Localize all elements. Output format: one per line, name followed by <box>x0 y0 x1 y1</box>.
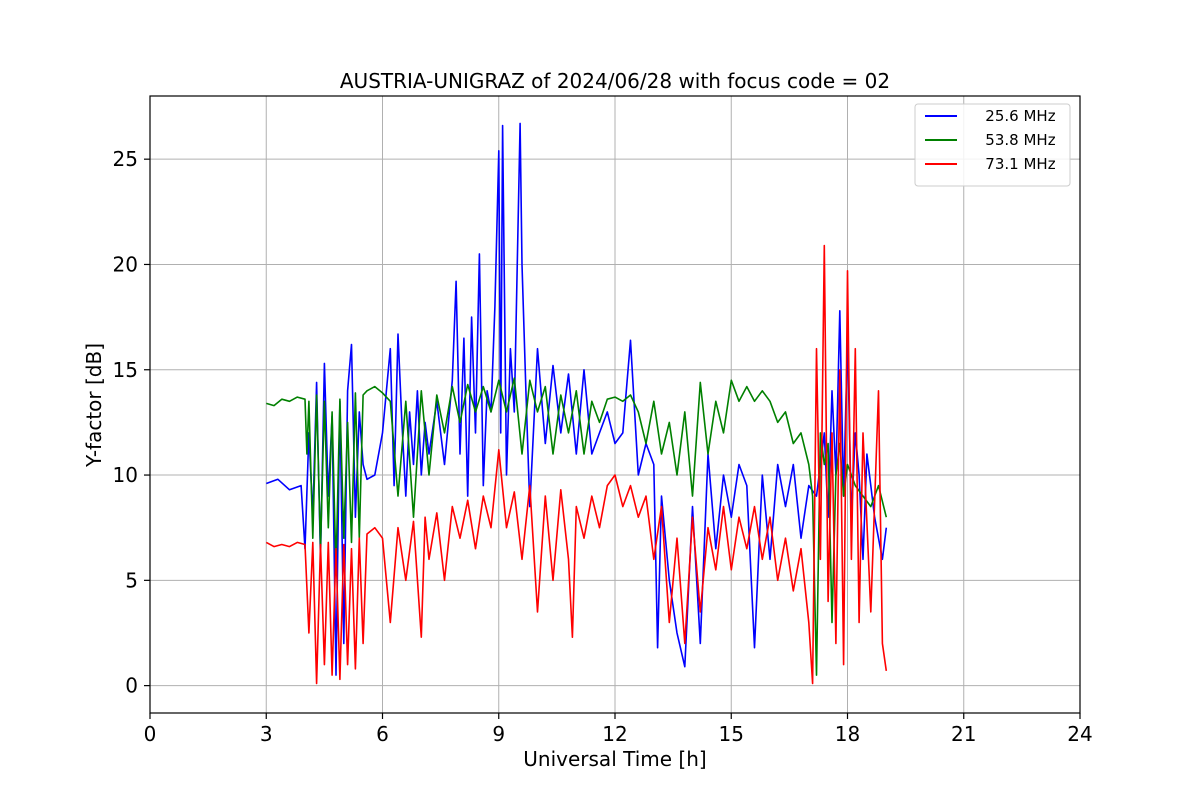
x-tick-label: 3 <box>260 722 273 746</box>
legend-box <box>914 103 1071 187</box>
series-line-1 <box>266 122 888 676</box>
x-tick-label: 15 <box>719 722 744 746</box>
x-tick-label: 24 <box>1067 722 1092 746</box>
chart-title: AUSTRIA-UNIGRAZ of 2024/06/28 with focus… <box>340 69 890 93</box>
y-tick-label: 0 <box>125 674 138 698</box>
x-tick-label: 12 <box>602 722 627 746</box>
series-line-3 <box>265 244 888 685</box>
y-axis-label: Y-factor [dB] <box>82 343 106 468</box>
x-axis-label: Universal Time [h] <box>523 747 706 771</box>
x-tick-label: 6 <box>376 722 389 746</box>
x-tick-label: 0 <box>144 722 157 746</box>
plot-area <box>265 122 888 685</box>
x-tick-label: 18 <box>835 722 860 746</box>
axis-ticks: 0 3 6 9 12 15 18 21 24 0 5 10 15 20 25 <box>113 147 1093 746</box>
legend-entry-label: 53.8 MHz <box>971 131 1056 149</box>
y-tick-label: 20 <box>113 252 138 276</box>
series-line-2 <box>266 377 888 676</box>
x-tick-label: 21 <box>951 722 976 746</box>
y-tick-label: 10 <box>113 463 138 487</box>
y-tick-label: 15 <box>113 358 138 382</box>
x-tick-label: 9 <box>492 722 505 746</box>
legend-entry-label: 73.1 MHz <box>971 155 1056 173</box>
legend-entry-label: 25.6 MHz <box>971 107 1056 125</box>
y-tick-label: 5 <box>125 568 138 592</box>
y-tick-label: 25 <box>113 147 138 171</box>
legend: 25.6 MHz 53.8 MHz 73.1 MHz <box>914 103 1071 187</box>
